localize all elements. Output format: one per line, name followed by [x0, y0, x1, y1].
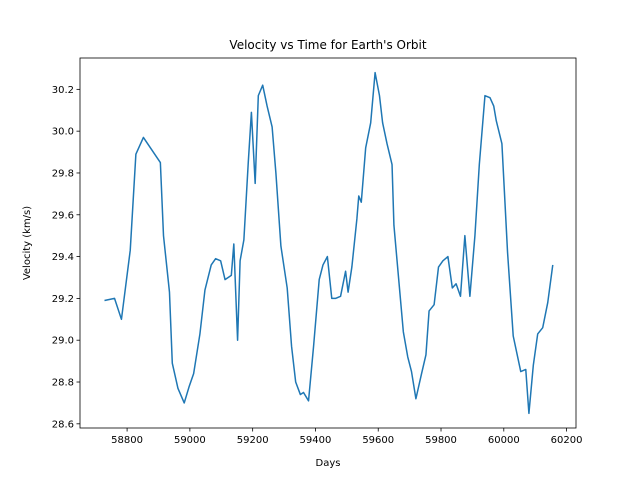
x-tick-label: 58800 [111, 435, 143, 446]
x-tick-label: 59800 [425, 435, 457, 446]
plot-background [80, 58, 576, 428]
series-line-0 [104, 71, 554, 415]
plot-area: 58800 59000 59200 59400 59600 59800 60000 60200… [52, 57, 582, 446]
y-axis-ticks: 28.6 28.8 29.0 29.2 29.4 29.6 29.8 30.0 30.2 [52, 85, 80, 430]
y-tick-label: 30.2 [52, 85, 74, 96]
y-tick-label: 29.2 [52, 294, 74, 305]
x-tick-label: 60200 [551, 435, 583, 446]
series-marks [104, 71, 554, 415]
y-tick-label: 29.4 [52, 252, 74, 263]
y-tick-label: 28.6 [52, 419, 74, 430]
chart-title: Velocity vs Time for Earth's Orbit [229, 38, 426, 52]
x-tick-label: 59200 [237, 435, 269, 446]
x-tick-label: 60000 [488, 435, 520, 446]
plot-frame [79, 57, 577, 429]
y-tick-label: 29.0 [52, 336, 74, 347]
y-tick-label: 28.8 [52, 378, 74, 389]
y-axis-label: Velocity (km/s) [22, 206, 33, 280]
x-tick-label: 59400 [300, 435, 332, 446]
y-tick-label: 29.6 [52, 210, 74, 221]
x-tick-label: 59600 [362, 435, 394, 446]
y-tick-label: 30.0 [52, 127, 74, 138]
x-axis-label: Days [316, 458, 341, 469]
x-axis-ticks: 58800 59000 59200 59400 59600 59800 60000 60200 [111, 428, 582, 446]
x-tick-label: 59000 [174, 435, 206, 446]
y-tick-label: 29.8 [52, 168, 74, 179]
